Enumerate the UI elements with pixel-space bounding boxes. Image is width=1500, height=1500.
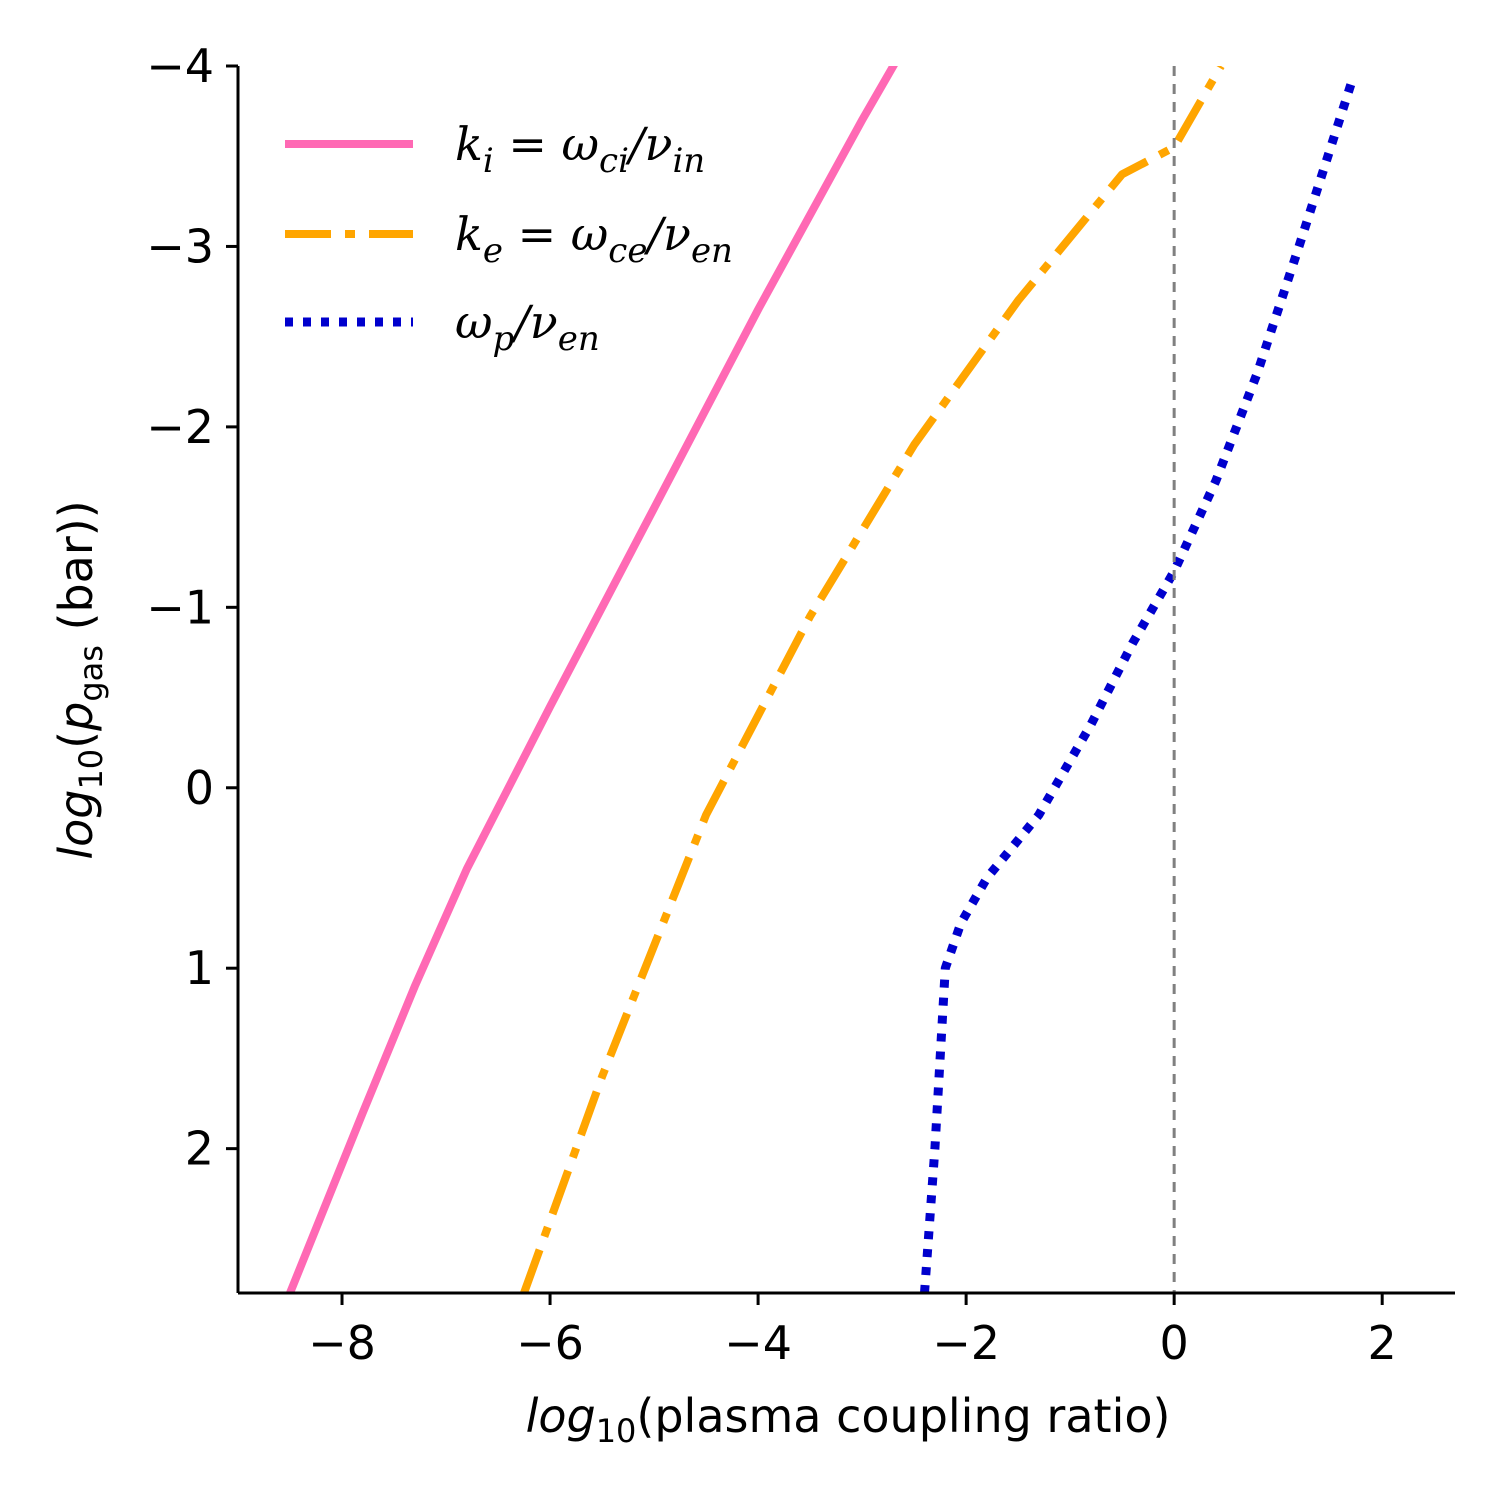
x-axis-label: log10(plasma coupling ratio) — [526, 1389, 1171, 1450]
x-tick-label: 2 — [1368, 1316, 1397, 1370]
legend-label-part: ω — [455, 295, 493, 349]
y-tick-label: −4 — [146, 39, 214, 93]
y-axis-label-sub: 10 — [72, 749, 110, 790]
legend-label-1: ke = ωce/νen — [455, 207, 733, 271]
legend-label-part: e — [483, 231, 503, 271]
legend-label-part: /ν — [625, 117, 672, 171]
y-axis-label-unit: (bar)) — [49, 500, 103, 645]
legend-label-part: /ν — [643, 207, 690, 261]
x-axis-label-log: log — [526, 1389, 596, 1443]
y-tick-label: −1 — [146, 580, 214, 634]
series-line-1 — [520, 66, 1225, 1293]
legend-label-part: i — [483, 141, 494, 181]
y-tick-label: −3 — [146, 219, 214, 273]
legend-label-part: k — [455, 207, 483, 261]
legend-label-part: /ν — [510, 295, 557, 349]
legend-label-part: ci — [599, 141, 629, 181]
y-axis-label-psub: gas — [72, 645, 110, 702]
x-tick-label: −2 — [932, 1316, 1000, 1370]
series-layer — [286, 66, 1356, 1293]
y-axis-label-paren: ( — [49, 731, 103, 749]
legend-label-part: en — [691, 231, 733, 271]
legend-label-part: = ω — [503, 207, 608, 261]
y-axis-label-p: p — [49, 702, 103, 732]
legend-label-part: in — [672, 141, 705, 181]
x-tick-label: −8 — [308, 1316, 376, 1370]
axes-layer: −8 −6 −4 −2 0 2 −4 −3 −2 −1 0 1 2 — [146, 39, 1455, 1370]
legend-label-part: ce — [608, 231, 647, 271]
legend-label-0: ki = ωci/νin — [455, 117, 705, 181]
series-line-2 — [920, 82, 1356, 1293]
y-tick-label: 2 — [185, 1122, 214, 1176]
y-tick-label: −2 — [146, 400, 214, 454]
series-line-0 — [286, 66, 898, 1293]
legend-label-part: k — [455, 117, 483, 171]
y-axis-label: log10(pgas (bar)) — [49, 500, 110, 859]
x-tick-label: 0 — [1160, 1316, 1189, 1370]
y-tick-label: 1 — [185, 941, 214, 995]
legend-label-part: = ω — [494, 117, 599, 171]
y-tick-label: 0 — [185, 761, 214, 815]
y-axis-label-log: log — [49, 790, 103, 860]
legend-label-part: en — [558, 319, 600, 359]
x-axis-label-sub: 10 — [596, 1412, 637, 1450]
legend-label-2: ωp/νen — [455, 295, 600, 359]
x-tick-label: −4 — [724, 1316, 792, 1370]
x-axis-label-text: (plasma coupling ratio) — [636, 1389, 1170, 1443]
x-tick-label: −6 — [516, 1316, 584, 1370]
legend-label-part: p — [493, 319, 515, 359]
